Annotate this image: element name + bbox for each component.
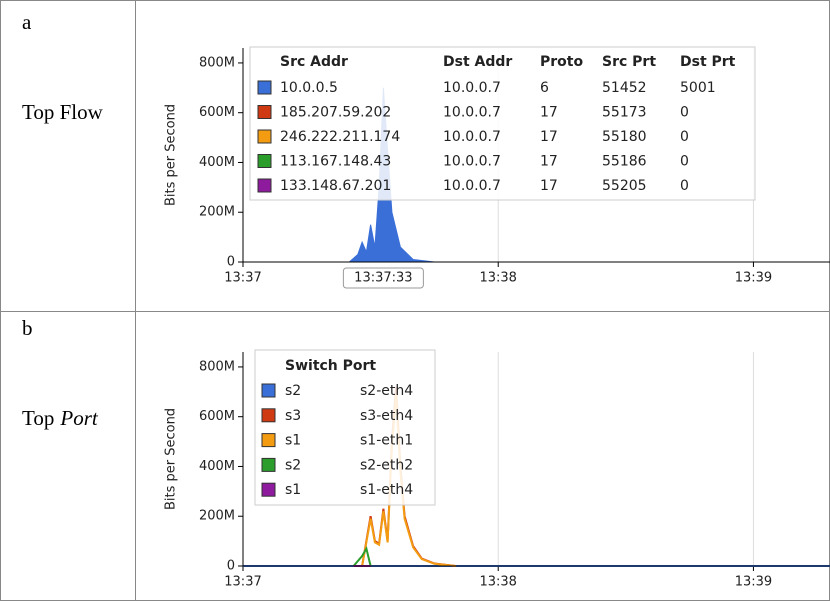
legend-swatch (261, 457, 276, 472)
x-tick-label: 13:37 (224, 575, 261, 590)
legend-label: 10.0.0.5 (280, 80, 338, 96)
legend-swatch (261, 408, 276, 423)
legend-header: Switch Port (285, 358, 376, 374)
legend-swatch (257, 154, 272, 168)
legend-label: 246.222.211.174 (280, 129, 400, 145)
legend-swatch (261, 383, 276, 398)
legend-label: 133.148.67.201 (280, 178, 391, 194)
y-tick-label: 400M (199, 459, 235, 474)
x-tick-label: 13:39 (735, 271, 772, 286)
legend-cell: 51452 (602, 80, 647, 96)
y-tick-label: 200M (199, 205, 235, 220)
legend-swatch (257, 178, 272, 193)
legend-cell: 5001 (680, 80, 716, 96)
y-tick-label: 400M (199, 155, 235, 170)
legend-label: 185.207.59.202 (280, 105, 391, 121)
y-tick-label: 600M (199, 105, 235, 120)
x-tick-label: 13:39 (735, 575, 772, 590)
legend-swatch (257, 105, 272, 119)
legend-cell: s3-eth4 (360, 408, 413, 424)
y-tick-label: 0 (227, 255, 235, 270)
legend-cell: 55205 (602, 178, 647, 194)
cursor-box (342, 267, 424, 289)
legend-cell: 10.0.0.7 (443, 129, 501, 145)
legend-cell: s2-eth4 (360, 383, 413, 399)
panel-letter: b (22, 316, 33, 340)
legend-cell: 10.0.0.7 (443, 105, 501, 121)
legend-cell: 17 (540, 154, 558, 170)
x-tick-label: 13:38 (479, 575, 516, 590)
legend-label: s1 (285, 433, 301, 449)
legend-header: Dst Addr (443, 54, 512, 70)
legend-label: s2 (285, 383, 301, 399)
legend-cell: 55180 (602, 129, 647, 145)
legend-cell: s1-eth4 (360, 482, 413, 498)
legend-header: Dst Prt (680, 54, 736, 70)
y-axis-label: Bits per Second (164, 408, 179, 510)
legend-label: s3 (285, 408, 301, 424)
legend-cell: 10.0.0.7 (443, 178, 501, 194)
legend-label: 113.167.148.43 (280, 154, 391, 170)
legend-swatch (261, 482, 276, 497)
y-tick-label: 200M (199, 509, 235, 524)
legend-header: Src Prt (602, 54, 656, 70)
label-text: Top (22, 406, 54, 430)
label-italic: Port (59, 406, 99, 430)
legend-cell: 0 (680, 105, 689, 121)
legend-cell: 10.0.0.7 (443, 80, 501, 96)
legend-box (249, 46, 756, 201)
legend-swatch (257, 129, 272, 144)
cursor-label: 13:37:33 (354, 271, 412, 286)
legend-header: Proto (540, 54, 583, 70)
panel-label: Top Flow (22, 100, 104, 124)
legend-cell: 10.0.0.7 (443, 154, 501, 170)
legend-cell: 0 (680, 178, 689, 194)
x-tick-label: 13:38 (479, 271, 516, 286)
y-tick-label: 0 (227, 559, 235, 574)
legend-box (254, 349, 436, 506)
y-tick-label: 800M (199, 55, 235, 70)
legend-cell: 55186 (602, 154, 647, 170)
y-tick-label: 800M (199, 359, 235, 374)
y-tick-label: 600M (199, 409, 235, 424)
legend-cell: s1-eth1 (360, 433, 413, 449)
legend-cell: 0 (680, 129, 689, 145)
legend-cell: s2-eth2 (360, 457, 413, 473)
legend-header: Src Addr (280, 54, 348, 70)
panel-label: Top Port (22, 406, 99, 430)
legend-cell: 17 (540, 105, 558, 121)
legend-swatch (257, 80, 272, 95)
legend-cell: 17 (540, 129, 558, 145)
legend-swatch (261, 433, 276, 448)
legend-label: s2 (285, 457, 301, 473)
legend-cell: 17 (540, 178, 558, 194)
y-axis-label: Bits per Second (164, 104, 179, 206)
legend-cell: 55173 (602, 105, 647, 121)
legend-cell: 6 (540, 80, 549, 96)
line (352, 545, 372, 567)
x-tick-label: 13:37 (224, 271, 261, 286)
legend-label: s1 (285, 482, 301, 498)
legend-cell: 0 (680, 154, 689, 170)
panel-letter: a (22, 10, 32, 34)
